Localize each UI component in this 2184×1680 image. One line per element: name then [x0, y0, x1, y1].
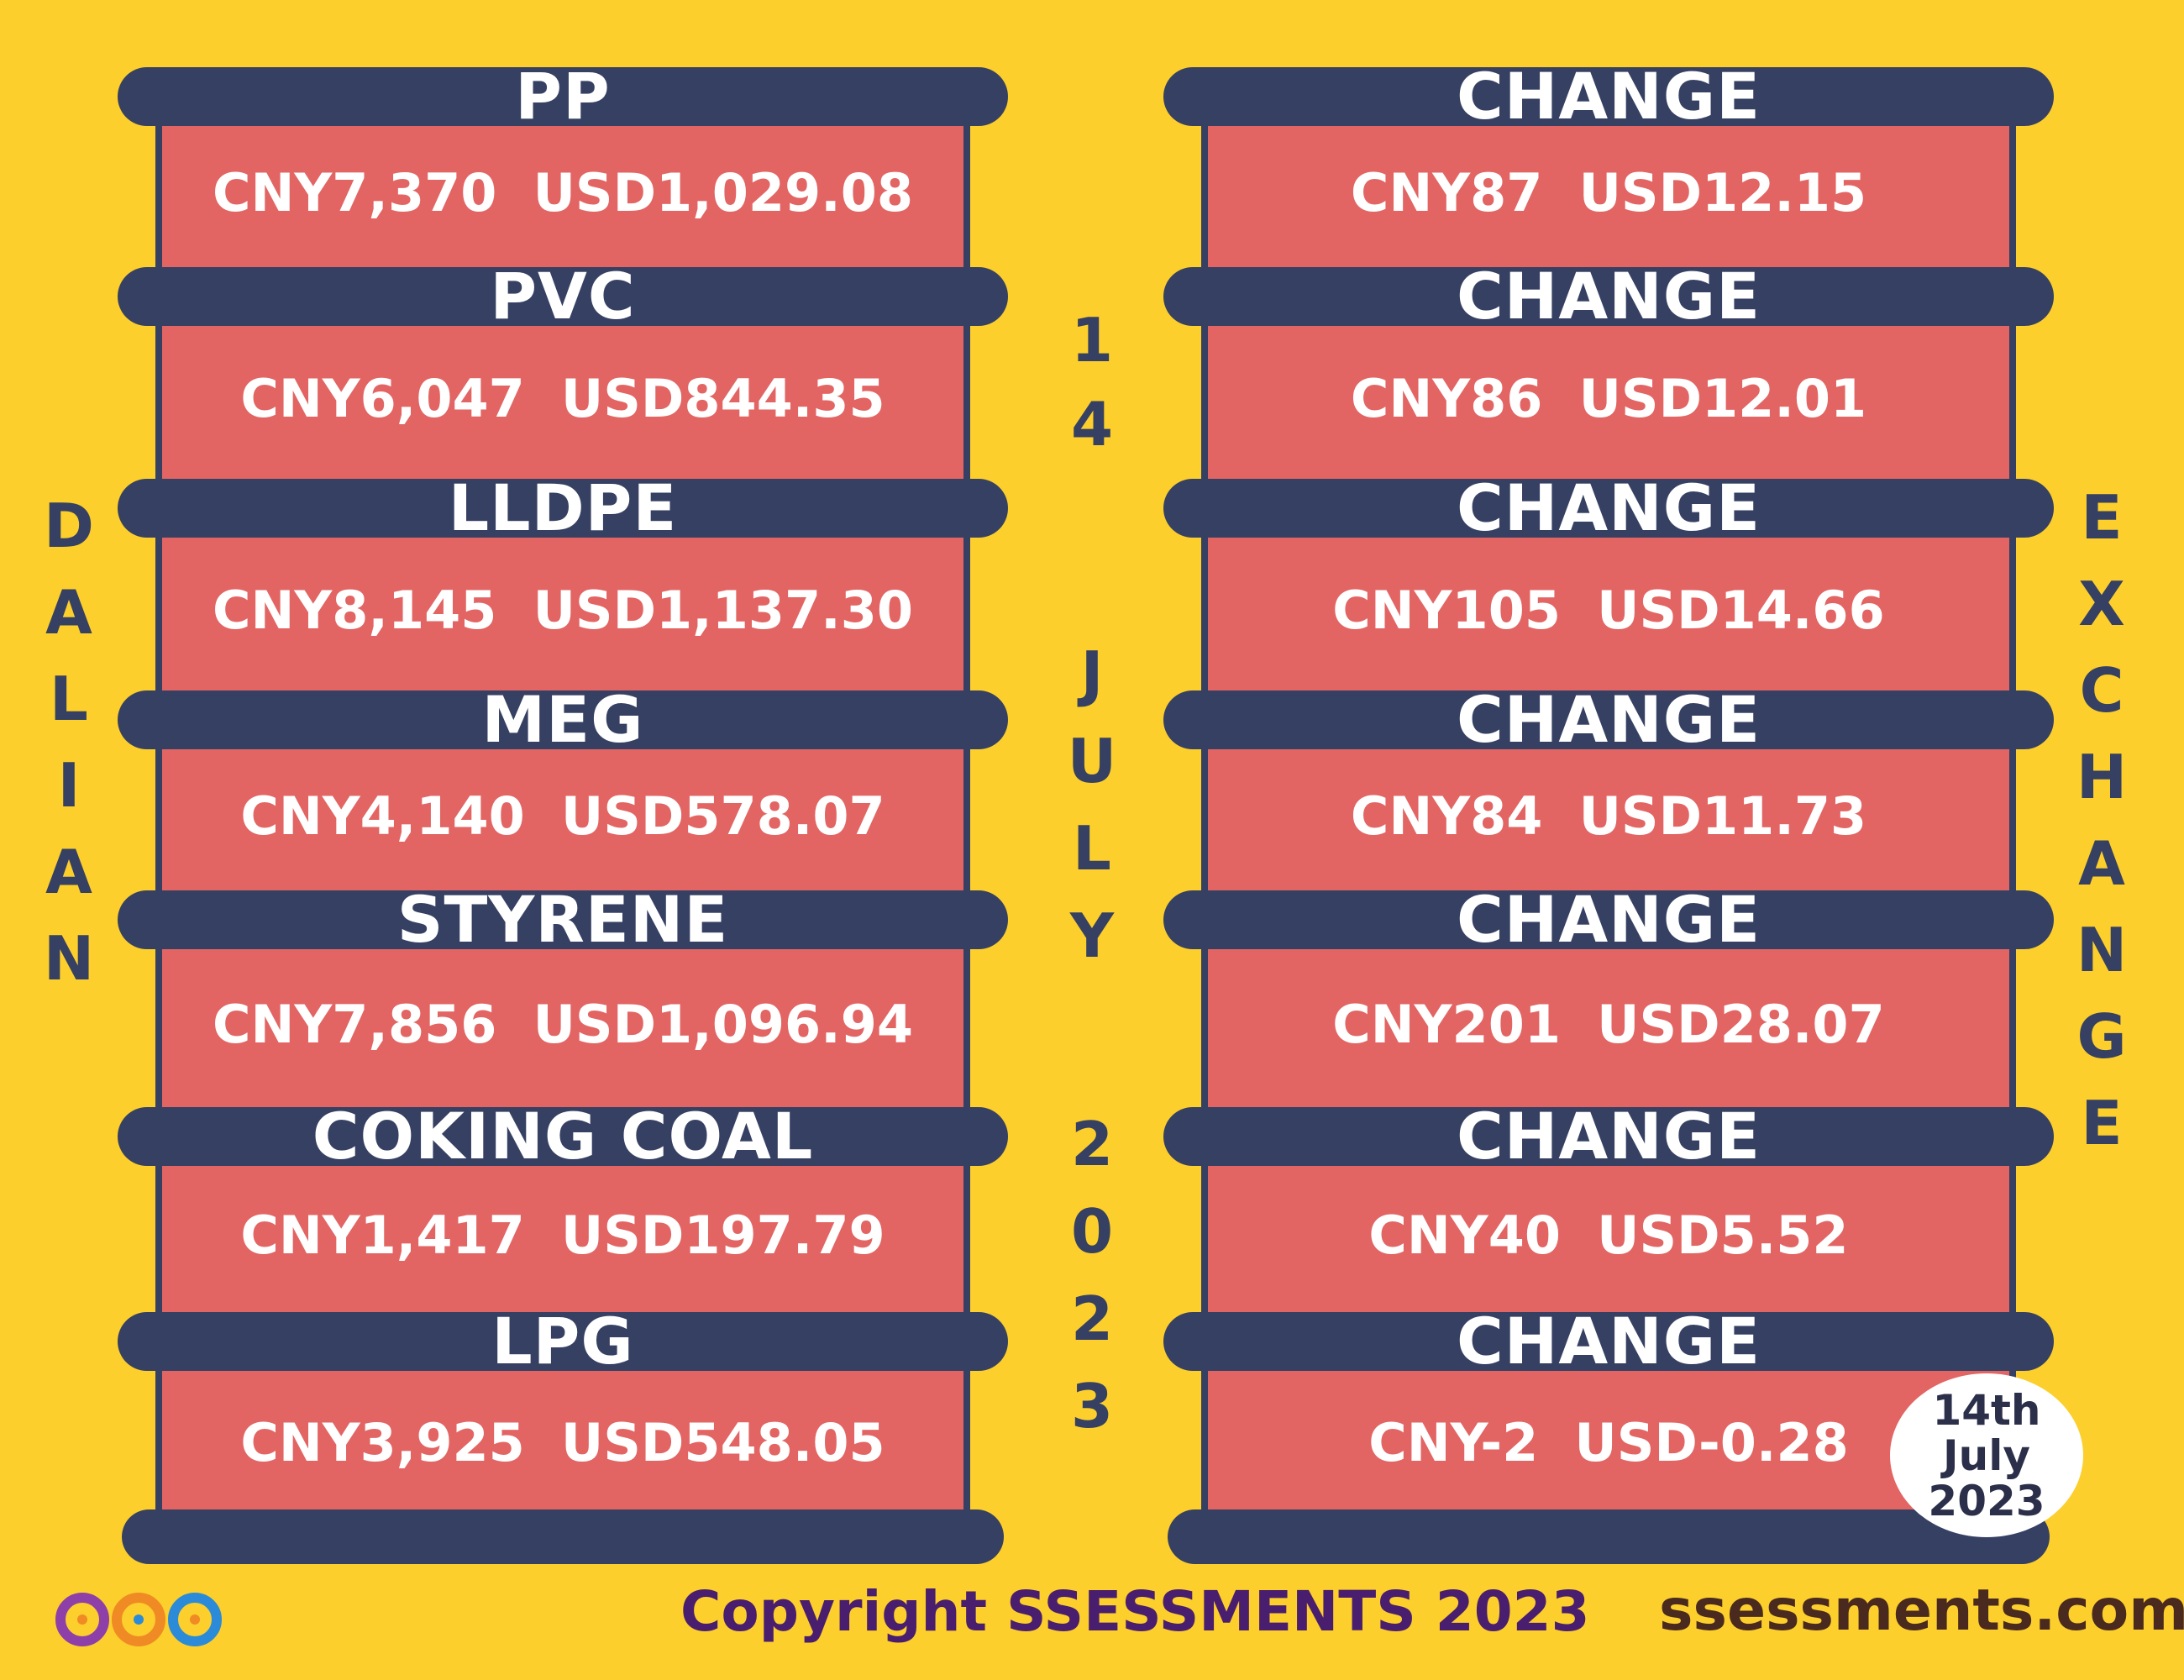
commodity-header-band: COKING COAL — [118, 1105, 1008, 1168]
change-title: CHANGE — [1456, 59, 1761, 134]
change-value: CNY40 USD5.52 — [1368, 1204, 1849, 1266]
commodity-title: LPG — [491, 1304, 634, 1378]
commodity-header-band: MEG — [118, 688, 1008, 752]
change-value: CNY87 USD12.15 — [1350, 161, 1867, 223]
logo-dot — [134, 1614, 144, 1625]
change-value-panel: CNY84 USD11.73 — [1201, 741, 2016, 890]
commodity-value-panel: CNY7,856 USD1,096.94 — [155, 941, 970, 1107]
ssessments-logo-icon — [55, 1593, 222, 1646]
commodity-value: CNY1,417 USD197.79 — [240, 1204, 885, 1266]
left-bottom-cap — [122, 1509, 1004, 1564]
footer-copyright: Copyright SSESSMENTS 2023 — [680, 1579, 1590, 1644]
date-badge-day: 14th — [1932, 1385, 2041, 1435]
commodity-value-panel: CNY1,417 USD197.79 — [155, 1158, 970, 1312]
logo-ring-blue — [168, 1593, 222, 1646]
commodity-header-band: STYRENE — [118, 888, 1008, 952]
change-header-band: CHANGE — [1163, 1310, 2054, 1373]
commodity-value-panel: CNY4,140 USD578.07 — [155, 741, 970, 890]
commodity-value-panel: CNY3,925 USD548.05 — [155, 1362, 970, 1522]
commodity-title: PP — [515, 59, 611, 134]
change-value-panel: CNY86 USD12.01 — [1201, 318, 2016, 479]
commodity-value-panel: CNY6,047 USD844.35 — [155, 318, 970, 479]
commodity-title: MEG — [481, 682, 644, 757]
change-value-panel: CNY201 USD28.07 — [1201, 941, 2016, 1107]
logo-ring-orange — [112, 1593, 165, 1646]
change-title: CHANGE — [1456, 682, 1761, 757]
change-header-band: CHANGE — [1163, 265, 2054, 328]
footer-site-link[interactable]: ssessments.com — [1659, 1578, 2184, 1644]
logo-dot — [190, 1614, 200, 1625]
change-header-band: CHANGE — [1163, 476, 2054, 540]
commodity-title: COKING COAL — [312, 1099, 814, 1173]
commodity-title: STYRENE — [396, 882, 729, 957]
change-value: CNY-2 USD-0.28 — [1368, 1411, 1849, 1473]
change-value: CNY84 USD11.73 — [1350, 785, 1867, 847]
commodity-value: CNY4,140 USD578.07 — [240, 785, 885, 847]
logo-ring-purple — [55, 1593, 109, 1646]
commodity-value: CNY3,925 USD548.05 — [240, 1411, 885, 1473]
commodity-title: PVC — [490, 259, 636, 333]
commodity-value: CNY7,370 USD1,029.08 — [213, 161, 913, 223]
commodity-header-band: PP — [118, 65, 1008, 129]
change-header-band: CHANGE — [1163, 65, 2054, 129]
change-value-panel: CNY-2 USD-0.28 — [1201, 1362, 2016, 1522]
change-header-band: CHANGE — [1163, 888, 2054, 952]
right-bottom-cap — [1168, 1509, 2050, 1564]
change-value: CNY201 USD28.07 — [1332, 993, 1885, 1055]
change-value-panel: CNY40 USD5.52 — [1201, 1158, 2016, 1312]
date-badge-month: July — [1943, 1431, 2030, 1480]
change-value: CNY86 USD12.01 — [1350, 367, 1867, 429]
change-title: CHANGE — [1456, 882, 1761, 957]
logo-dot — [77, 1614, 87, 1625]
change-title: CHANGE — [1456, 1099, 1761, 1173]
date-badge: 14th July 2023 — [1890, 1373, 2083, 1537]
date-badge-year: 2023 — [1928, 1476, 2045, 1525]
change-value-panel: CNY87 USD12.15 — [1201, 118, 2016, 267]
change-header-band: CHANGE — [1163, 688, 2054, 752]
commodity-header-band: LPG — [118, 1310, 1008, 1373]
change-header-band: CHANGE — [1163, 1105, 2054, 1168]
change-title: CHANGE — [1456, 1304, 1761, 1378]
commodity-header-band: PVC — [118, 265, 1008, 328]
change-value-panel: CNY105 USD14.66 — [1201, 529, 2016, 690]
commodity-value: CNY8,145 USD1,137.30 — [213, 579, 913, 641]
change-title: CHANGE — [1456, 470, 1761, 545]
commodity-value: CNY6,047 USD844.35 — [240, 367, 885, 429]
change-value: CNY105 USD14.66 — [1332, 579, 1885, 641]
change-title: CHANGE — [1456, 259, 1761, 333]
commodity-value: CNY7,856 USD1,096.94 — [213, 993, 913, 1055]
commodity-title: LLDPE — [448, 470, 678, 545]
commodity-value-panel: CNY7,370 USD1,029.08 — [155, 118, 970, 267]
commodity-value-panel: CNY8,145 USD1,137.30 — [155, 529, 970, 690]
commodity-header-band: LLDPE — [118, 476, 1008, 540]
